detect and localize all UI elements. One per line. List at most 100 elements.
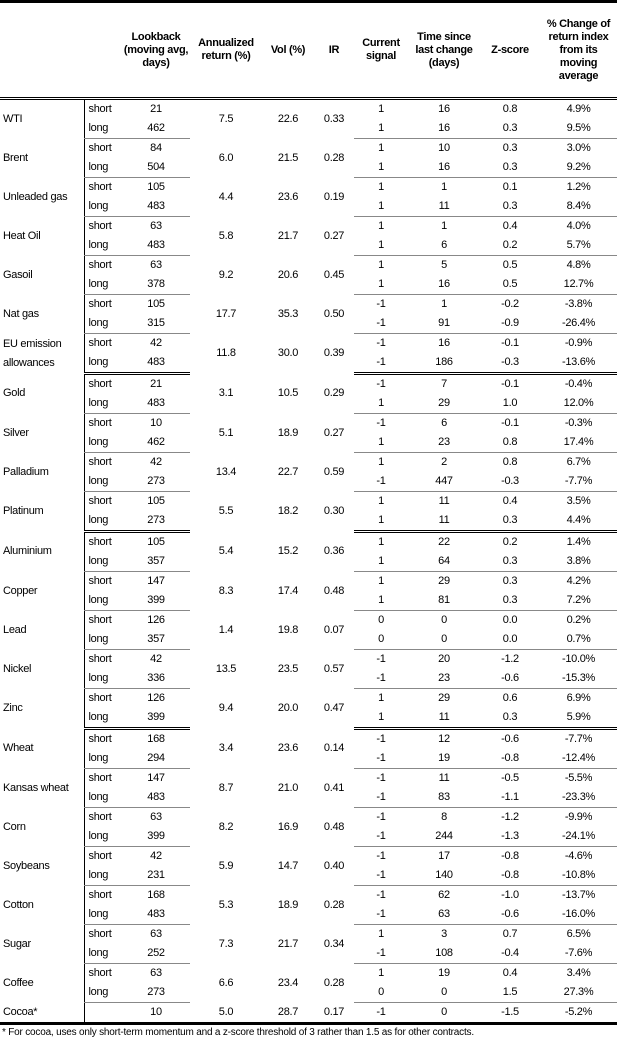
pct-change: 6.5% bbox=[566, 928, 591, 940]
z-score: 0.3 bbox=[480, 197, 540, 217]
commodity-name: Gold bbox=[3, 387, 26, 399]
annualized-return: 5.3 bbox=[218, 898, 234, 911]
time-since-change: 1 bbox=[441, 298, 447, 310]
pct-change: -23.3% bbox=[540, 788, 617, 808]
commodity-name: Brent bbox=[3, 151, 28, 164]
z-score: 0.4 bbox=[502, 220, 518, 232]
lookback-days: 357 bbox=[122, 552, 190, 572]
lookback-days: 63 bbox=[150, 967, 162, 979]
commodity-name: Nickel bbox=[3, 662, 32, 675]
pct-change: 4.8% bbox=[566, 259, 591, 271]
time-since-change: 0 bbox=[408, 1002, 480, 1025]
time-since-change: 16 bbox=[438, 103, 450, 115]
z-score: 0.8 bbox=[480, 433, 540, 453]
tenor: long bbox=[83, 158, 122, 178]
ir: 0.27 bbox=[323, 229, 345, 242]
table-row: long 273 1 11 0.3 4.4% bbox=[0, 511, 617, 533]
ir: 0.07 bbox=[323, 623, 345, 636]
z-score: -0.4 bbox=[480, 944, 540, 964]
table-row: Heat Oil short 63 5.8 21.7 0.27 1 1 0.4 4.0% bbox=[0, 216, 617, 242]
vol: 14.7 bbox=[277, 859, 299, 872]
z-score: 0.3 bbox=[480, 119, 540, 139]
vol: 23.6 bbox=[277, 190, 299, 203]
header-current-signal: Current signal bbox=[362, 37, 400, 62]
current-signal: -1 bbox=[376, 298, 386, 310]
current-signal: 1 bbox=[354, 708, 408, 730]
pct-change: 7.2% bbox=[540, 591, 617, 611]
pct-change: -26.4% bbox=[540, 314, 617, 334]
table-row: Soybeans short 42 5.9 14.7 0.40 -1 17 -0.8 -4.6% bbox=[0, 846, 617, 872]
ir: 0.47 bbox=[323, 702, 345, 714]
z-score: -0.8 bbox=[480, 749, 540, 769]
z-score: 1.5 bbox=[480, 983, 540, 1003]
z-score: -1.2 bbox=[501, 653, 519, 665]
annualized-return: 7.3 bbox=[218, 937, 234, 950]
current-signal: -1 bbox=[354, 353, 408, 375]
commodity-name: Zinc bbox=[3, 702, 23, 714]
lookback-days: 378 bbox=[122, 275, 190, 295]
ir: 0.59 bbox=[323, 465, 345, 478]
table-row: Gold short 21 3.1 10.5 0.29 -1 7 -0.1 -0.4% bbox=[0, 373, 617, 399]
z-score: 0.3 bbox=[480, 158, 540, 178]
time-since-change: 2 bbox=[441, 456, 447, 468]
z-score: -0.9 bbox=[480, 314, 540, 334]
time-since-change: 11 bbox=[408, 708, 480, 730]
tenor: long bbox=[83, 630, 122, 650]
vol: 30.0 bbox=[277, 347, 299, 359]
table-row: Gasoil short 63 9.2 20.6 0.45 1 5 0.5 4.8% bbox=[0, 255, 617, 281]
current-signal: 0 bbox=[354, 983, 408, 1003]
tenor: long bbox=[83, 788, 122, 808]
pct-change: -10.8% bbox=[540, 866, 617, 886]
lookback-days: 63 bbox=[150, 220, 162, 232]
vol: 22.6 bbox=[277, 112, 299, 125]
lookback-days: 63 bbox=[150, 259, 162, 271]
tenor: long bbox=[83, 591, 122, 611]
tenor: short bbox=[83, 571, 122, 591]
ir: 0.41 bbox=[323, 781, 345, 794]
vol: 23.4 bbox=[277, 976, 299, 989]
ir: 0.40 bbox=[323, 859, 345, 872]
current-signal: 1 bbox=[354, 275, 408, 295]
table-row: long 357 1 64 0.3 3.8% bbox=[0, 552, 617, 572]
header-lookback: Lookback (moving avg, days) bbox=[123, 30, 189, 69]
tenor: short bbox=[83, 846, 122, 866]
ir: 0.28 bbox=[323, 898, 345, 911]
header-z-score: Z-score bbox=[491, 43, 529, 56]
pct-change: -15.3% bbox=[540, 669, 617, 689]
time-since-change: 20 bbox=[438, 653, 450, 665]
current-signal: -1 bbox=[354, 866, 408, 886]
z-score: 0.0 bbox=[480, 630, 540, 650]
annualized-return: 5.5 bbox=[218, 505, 234, 517]
lookback-days: 168 bbox=[147, 733, 165, 745]
pct-change: -7.7% bbox=[540, 472, 617, 492]
tenor: long bbox=[83, 511, 122, 533]
table-header: Lookback (moving avg, days) Annualized re… bbox=[0, 1, 617, 99]
table-row: Palladium short 42 13.4 22.7 0.59 1 2 0.8 6.7% bbox=[0, 452, 617, 478]
current-signal: -1 bbox=[354, 905, 408, 925]
table-row: long 462 1 16 0.3 9.5% bbox=[0, 119, 617, 139]
lookback-days: 42 bbox=[150, 653, 162, 665]
tenor: long bbox=[83, 905, 122, 925]
table-row: long 483 1 6 0.2 5.7% bbox=[0, 236, 617, 256]
z-score: -1.0 bbox=[501, 889, 519, 901]
current-signal: -1 bbox=[376, 772, 386, 784]
table-row: Silver short 10 5.1 18.9 0.27 -1 6 -0.1 -0.3% bbox=[0, 413, 617, 439]
vol: 18.9 bbox=[277, 426, 299, 439]
header-commodity bbox=[0, 2, 84, 99]
table-row: long 273 0 0 1.5 27.3% bbox=[0, 983, 617, 1003]
time-since-change: 19 bbox=[408, 749, 480, 769]
time-since-change: 1 bbox=[441, 220, 447, 232]
time-since-change: 29 bbox=[438, 575, 450, 587]
commodity-name: Wheat bbox=[3, 742, 34, 754]
time-since-change: 64 bbox=[408, 552, 480, 572]
current-signal: 1 bbox=[378, 967, 384, 979]
table-body: WTI short 21 7.5 22.6 0.33 1 16 0.8 4.9% long 462 1 1… bbox=[0, 98, 617, 1025]
current-signal: 1 bbox=[378, 495, 384, 507]
table-row: long 378 1 16 0.5 12.7% bbox=[0, 275, 617, 295]
time-since-change: 22 bbox=[438, 536, 450, 548]
current-signal: -1 bbox=[354, 827, 408, 847]
time-since-change: 16 bbox=[408, 158, 480, 178]
current-signal: 1 bbox=[378, 142, 384, 154]
pct-change: 0.7% bbox=[540, 630, 617, 650]
